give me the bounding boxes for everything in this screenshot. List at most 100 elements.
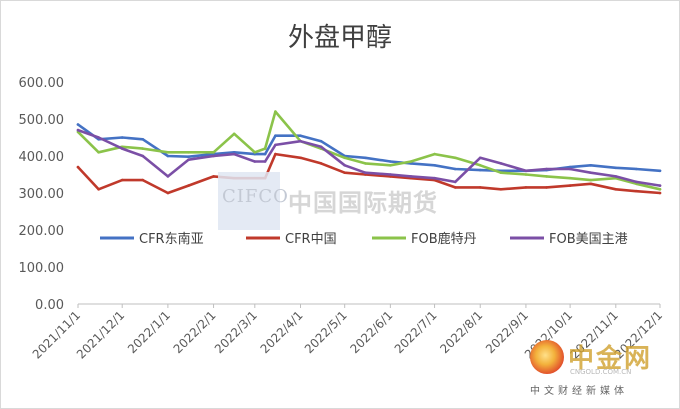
legend-label: CFR中国 <box>285 232 337 247</box>
data-point <box>141 138 145 141</box>
data-point <box>343 156 347 160</box>
data-point <box>299 134 302 137</box>
data-point <box>97 136 100 139</box>
cifco-watermark-logo <box>218 172 280 230</box>
y-tick-label: 0.00 <box>35 298 64 313</box>
x-tick-label: 2022/8/1 <box>437 308 485 356</box>
data-point <box>141 178 145 182</box>
brand-tagline: 中文财经新媒体 <box>530 386 628 397</box>
data-point <box>120 147 124 150</box>
data-point <box>409 175 413 178</box>
series-line-2 <box>76 110 662 191</box>
y-tick-label: 100.00 <box>19 261 65 276</box>
y-tick-label: 500.00 <box>19 113 65 128</box>
data-point <box>453 167 457 171</box>
data-point <box>658 184 662 187</box>
data-point <box>589 164 592 167</box>
data-point <box>524 173 528 176</box>
data-point <box>120 136 124 139</box>
data-point <box>343 171 347 174</box>
data-point <box>545 175 548 178</box>
data-point <box>319 139 323 143</box>
data-point <box>274 110 277 113</box>
cifco-watermark-cn: 中国国际期货 <box>288 189 438 217</box>
y-tick-label: 200.00 <box>19 224 65 239</box>
data-point <box>433 176 436 180</box>
data-point <box>478 168 482 172</box>
data-point <box>166 154 170 158</box>
chart-title: 外盘甲醇 <box>288 23 392 53</box>
brand-name: 中金网 <box>568 344 653 374</box>
data-point <box>545 167 548 171</box>
data-point <box>364 171 367 174</box>
data-point <box>499 188 503 191</box>
data-point <box>635 180 638 184</box>
data-point <box>299 139 302 143</box>
data-point <box>589 182 592 186</box>
data-point <box>319 145 323 149</box>
data-point <box>389 160 392 163</box>
data-point <box>658 169 662 173</box>
data-point <box>166 191 170 195</box>
data-point <box>478 156 482 160</box>
data-point <box>364 162 367 165</box>
series-lines <box>76 110 662 195</box>
data-point <box>76 165 80 169</box>
legend: CFR东南亚 CFR中国 FOB鹿特丹 FOB美国主港 <box>100 231 628 247</box>
data-point <box>589 178 592 182</box>
data-point <box>453 156 457 160</box>
data-point <box>97 151 100 154</box>
data-point <box>253 160 257 163</box>
series-line-1 <box>76 152 662 195</box>
data-point <box>187 184 190 187</box>
data-point <box>409 160 413 163</box>
data-point <box>635 189 638 193</box>
data-point <box>478 186 482 189</box>
data-point <box>545 186 548 189</box>
cngold-logo-icon <box>530 340 564 374</box>
data-point <box>364 156 367 160</box>
data-point <box>635 167 638 171</box>
data-point <box>389 173 392 176</box>
x-tick-label: 2022/3/1 <box>212 308 260 356</box>
data-point <box>299 156 302 160</box>
data-point <box>166 175 170 178</box>
data-point <box>499 171 503 174</box>
data-point <box>614 188 618 191</box>
data-point <box>274 134 277 137</box>
data-point <box>263 160 267 163</box>
data-point <box>212 151 215 154</box>
x-tick-label: 2022/4/1 <box>258 308 306 356</box>
data-point <box>568 167 572 171</box>
cifco-watermark-text: CIFCO <box>222 186 289 207</box>
data-point <box>524 186 528 189</box>
legend-label: FOB美国主港 <box>549 232 628 247</box>
data-point <box>614 175 618 178</box>
data-point <box>389 164 392 167</box>
data-point <box>263 147 267 150</box>
data-point <box>76 128 80 132</box>
data-point <box>76 123 80 126</box>
data-point <box>433 164 436 167</box>
data-point <box>120 178 124 182</box>
x-tick-label: 2022/1/1 <box>125 308 173 356</box>
data-point <box>212 175 215 178</box>
data-point <box>141 147 145 150</box>
y-axis: 0.00 100.00 200.00 300.00 400.00 500.00 600.00 <box>19 76 65 313</box>
legend-label: FOB鹿特丹 <box>411 231 477 247</box>
data-point <box>589 171 592 174</box>
data-point <box>263 152 267 156</box>
data-point <box>433 152 436 156</box>
cngold-brand: 中金网 CNGOLD.COM.CN 中文财经新媒体 <box>530 338 670 398</box>
data-point <box>524 169 528 173</box>
y-tick-label: 400.00 <box>19 150 65 165</box>
data-point <box>187 151 190 154</box>
data-point <box>232 132 236 136</box>
data-point <box>343 164 347 167</box>
data-point <box>568 176 572 180</box>
data-point <box>478 164 482 167</box>
data-point <box>453 180 457 184</box>
legend-label: CFR东南亚 <box>139 231 204 247</box>
